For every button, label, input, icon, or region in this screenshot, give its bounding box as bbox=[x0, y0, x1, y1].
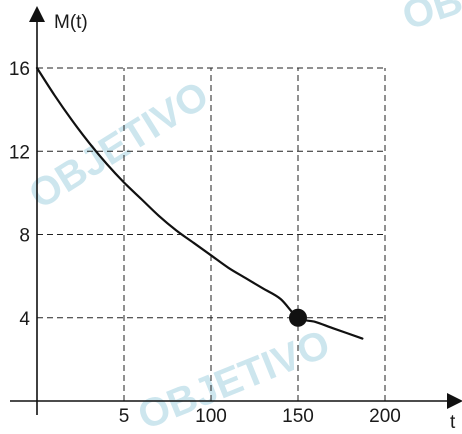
x-axis-title: t bbox=[450, 412, 456, 433]
x-tick-label: 100 bbox=[195, 406, 227, 427]
x-tick-label: 5 bbox=[119, 406, 130, 427]
highlight-group bbox=[289, 308, 307, 327]
watermark-text: OBJETIVO bbox=[397, 0, 462, 39]
y-tick-label: 8 bbox=[19, 226, 30, 247]
x-tick-label: 150 bbox=[282, 406, 314, 427]
y-tick-label: 4 bbox=[19, 309, 30, 330]
axes: M(t) t bbox=[10, 6, 462, 433]
y-tick-label: 12 bbox=[9, 142, 30, 163]
highlight-point bbox=[289, 308, 307, 327]
watermark-text: OBJETIVO bbox=[21, 73, 216, 217]
y-tick-label: 16 bbox=[9, 59, 30, 80]
watermark: OBJETIVO OBJETIVO OBJETIVO bbox=[21, 0, 462, 434]
chart-grid bbox=[37, 67, 386, 401]
tick-labels: 5 100 150 200 4 8 12 16 bbox=[9, 59, 401, 427]
y-axis-title: M(t) bbox=[54, 12, 88, 33]
x-tick-label: 200 bbox=[369, 406, 401, 427]
